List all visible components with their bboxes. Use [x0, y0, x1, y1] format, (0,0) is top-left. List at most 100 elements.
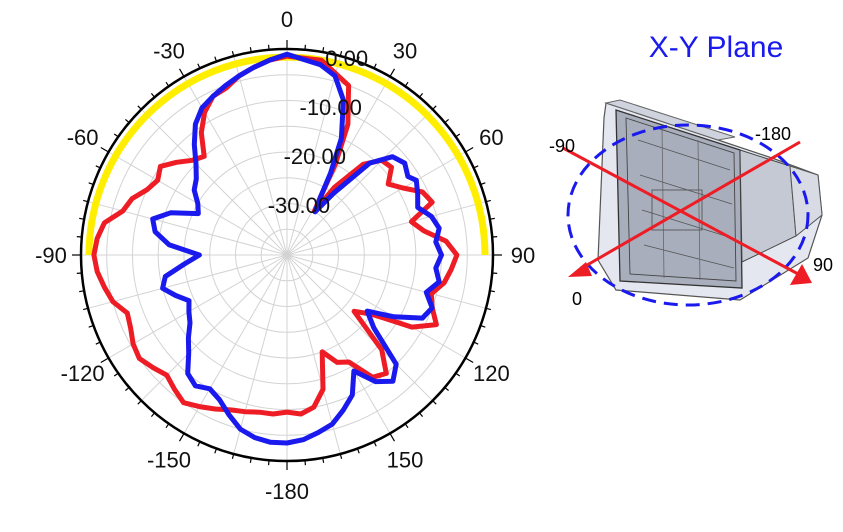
- radial-label: 0.00: [325, 46, 368, 71]
- grid-spoke: [183, 254, 288, 434]
- radial-labels: 0.00 -10.00 -20.00 -30.00: [268, 46, 368, 218]
- inset-diagram: X-Y Plane -90 -180 0 90: [549, 31, 833, 309]
- angle-tick: [113, 372, 119, 377]
- angle-tick: [83, 307, 89, 311]
- grid-spoke: [87, 254, 288, 309]
- angle-tick: [137, 105, 142, 110]
- angle-tick: [125, 386, 130, 392]
- angle-tick: [444, 386, 449, 392]
- angle-label: -150: [147, 447, 191, 472]
- angle-tick: [113, 133, 119, 138]
- angle-tick: [83, 199, 89, 203]
- angle-label: 90: [511, 243, 535, 268]
- angle-tick: [100, 146, 109, 153]
- series-line-2: [150, 51, 444, 446]
- angle-tick: [125, 118, 130, 124]
- angle-tick: [465, 357, 474, 364]
- angle-tick: [432, 400, 437, 405]
- grid-spoke: [233, 55, 288, 256]
- inset-label-ninety: 90: [813, 255, 833, 275]
- angle-tick: [137, 400, 142, 405]
- angle-tick: [197, 63, 201, 69]
- angle-tick: [249, 457, 252, 463]
- angle-tick: [480, 324, 486, 328]
- grid-spoke: [286, 201, 487, 256]
- angle-tick: [489, 290, 495, 293]
- radial-label: -30.00: [268, 193, 330, 218]
- angle-tick: [389, 433, 396, 442]
- inset-label-minus180: -180: [755, 124, 791, 144]
- angle-label: -120: [61, 361, 105, 386]
- grid-spoke: [286, 254, 341, 455]
- angle-tick: [165, 81, 170, 87]
- grid-spoke: [183, 76, 288, 256]
- series-group: [91, 51, 460, 446]
- grid-spoke: [286, 254, 487, 309]
- angle-tick: [231, 51, 235, 57]
- angle-tick: [88, 324, 94, 328]
- grid-spoke: [87, 201, 288, 256]
- axis-line-minus180-to-0: [581, 140, 801, 270]
- angle-tick: [485, 307, 491, 311]
- angle-tick: [165, 423, 170, 429]
- angle-tick: [339, 453, 343, 459]
- grid-spoke: [286, 254, 434, 402]
- angle-tick: [88, 182, 94, 186]
- series-line-1: [91, 53, 460, 417]
- grid-spoke: [286, 55, 341, 256]
- angle-tick: [322, 47, 325, 53]
- angle-tick: [150, 93, 156, 98]
- angle-tick: [444, 118, 449, 124]
- angle-tick: [178, 68, 185, 77]
- arrowhead-90: [790, 264, 812, 285]
- angle-labels: 0 30 60 90 120 150 -180 -150 -120 -90 -60 -30: [35, 7, 535, 504]
- angle-tick: [214, 448, 218, 454]
- inset-label-zero: 0: [572, 289, 582, 309]
- angle-label: 0: [281, 7, 293, 32]
- angle-tick: [231, 453, 235, 459]
- angle-tick: [214, 56, 218, 62]
- angle-tick: [418, 93, 424, 98]
- angle-tick: [339, 51, 343, 57]
- angle-tick: [79, 290, 85, 293]
- arrowhead-0: [568, 262, 592, 277]
- angle-tick: [432, 105, 437, 110]
- angle-tick: [473, 341, 479, 345]
- angle-tick: [356, 56, 360, 62]
- angle-tick: [95, 341, 101, 345]
- angle-label: -60: [67, 125, 99, 150]
- polar-grid: [80, 48, 494, 462]
- grid-spoke: [233, 254, 288, 455]
- angle-tick: [356, 448, 360, 454]
- inset-label-minus90: -90: [549, 136, 575, 156]
- angle-label: 60: [479, 125, 503, 150]
- angle-tick: [249, 47, 252, 53]
- angle-ticks: [72, 40, 502, 470]
- grid-spoke: [286, 108, 434, 256]
- angle-tick: [389, 68, 396, 77]
- grid-spoke: [286, 151, 466, 256]
- radial-label: -20.00: [284, 144, 346, 169]
- grid-spoke: [286, 254, 466, 359]
- angle-tick: [404, 423, 409, 429]
- angle-label: -180: [265, 479, 309, 504]
- angle-tick: [473, 165, 479, 169]
- grid-spoke: [108, 254, 288, 359]
- radial-label: -10.00: [300, 95, 362, 120]
- angle-tick: [95, 165, 101, 169]
- plane-ellipse: [566, 123, 810, 307]
- inset-title: X-Y Plane: [649, 31, 784, 64]
- angle-tick: [150, 412, 156, 417]
- angle-tick: [455, 133, 461, 138]
- angle-tick: [100, 357, 109, 364]
- grid-spoke: [286, 254, 391, 434]
- angle-label: 120: [473, 361, 510, 386]
- angle-tick: [480, 182, 486, 186]
- angle-tick: [418, 412, 424, 417]
- polar-chart: 0.00 -10.00 -20.00 -30.00 0 30 60 90 120 150 -180…: [35, 7, 535, 504]
- angle-tick: [197, 441, 201, 447]
- angle-tick: [322, 457, 325, 463]
- angle-tick: [465, 146, 474, 153]
- angle-tick: [79, 217, 85, 220]
